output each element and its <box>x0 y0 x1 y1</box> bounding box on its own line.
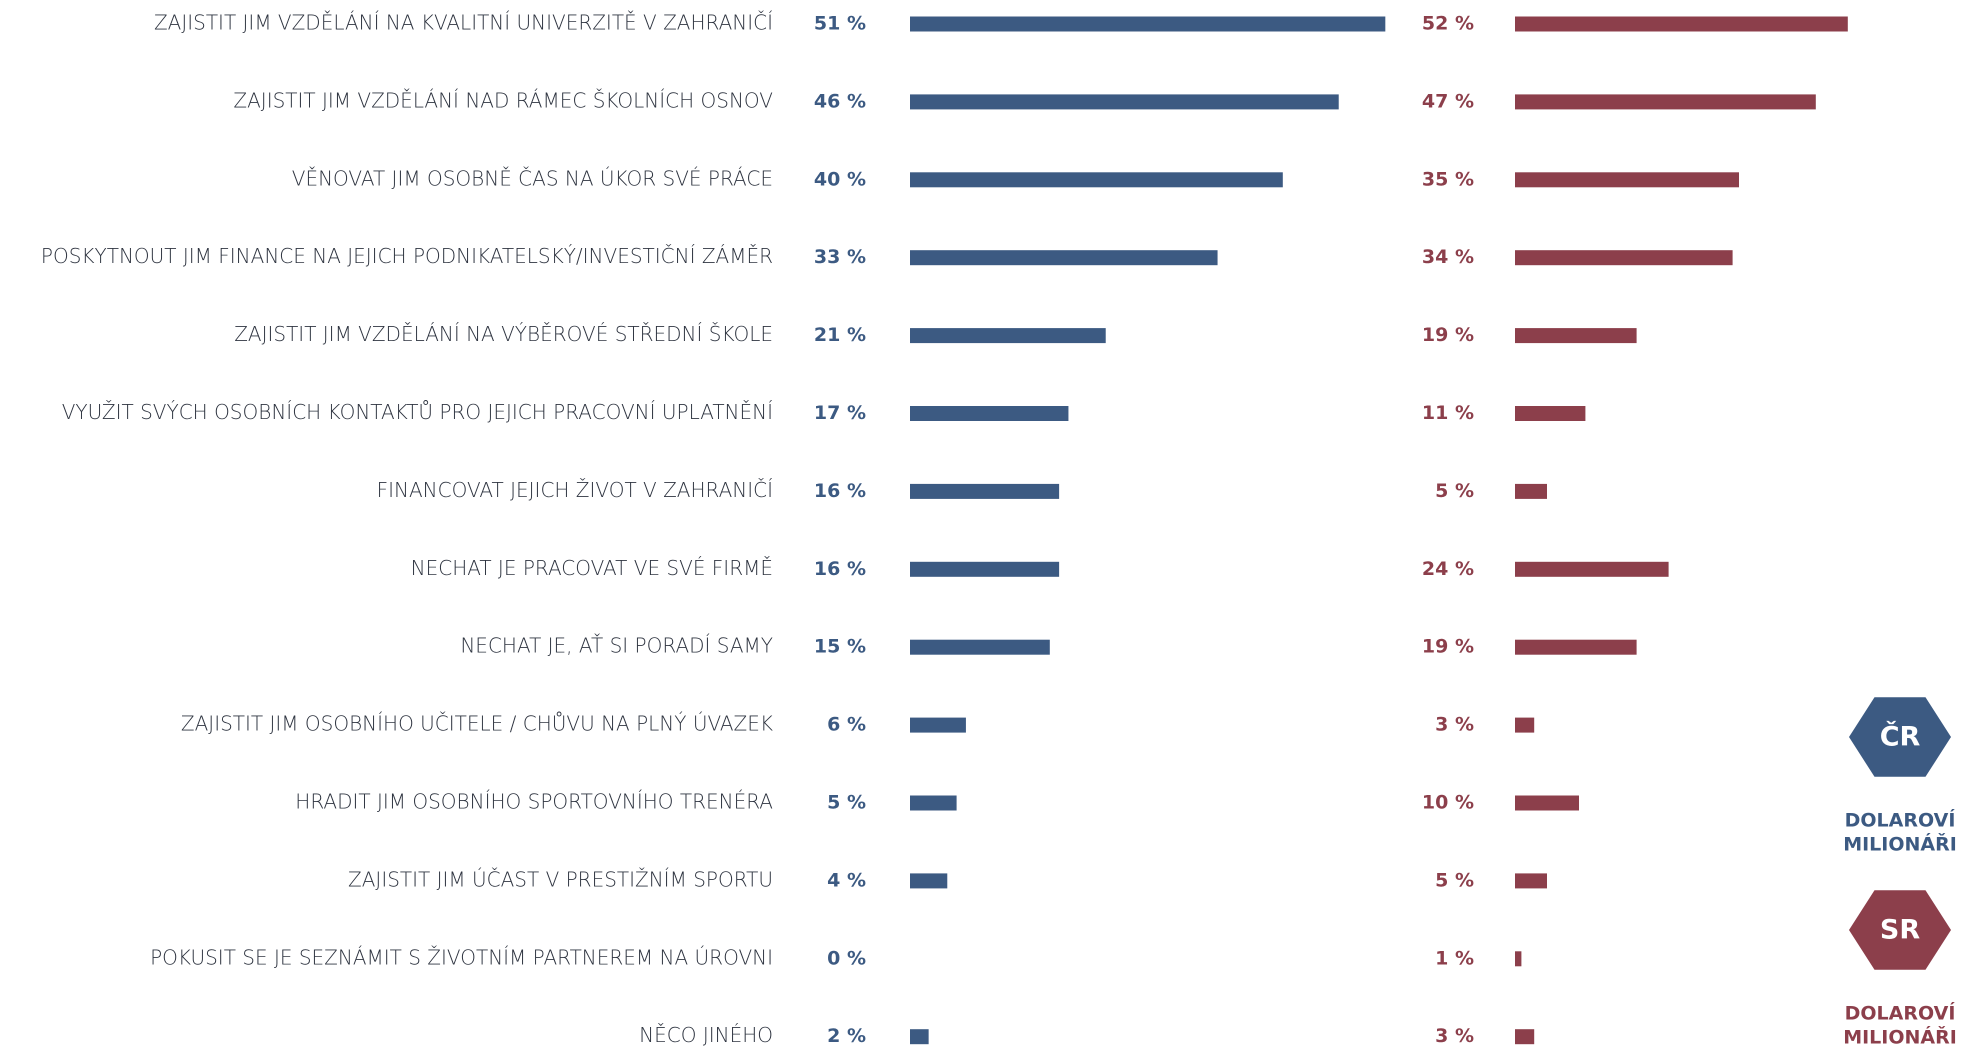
category-label: HRADIT JIM OSOBNÍHO SPORTOVNÍHO TRENÉRA <box>295 790 773 814</box>
legend-text: MILIONÁŘI <box>1843 1026 1957 1049</box>
category-label: VĚNOVAT JIM OSOBNĚ ČAS NA ÚKOR SVÉ PRÁCE <box>292 166 773 190</box>
value-label: 47 % <box>1422 90 1474 112</box>
value-label: 35 % <box>1422 168 1474 190</box>
bar <box>1515 873 1547 889</box>
category-label: ZAJISTIT JIM ÚČAST V PRESTIŽNÍM SPORTU <box>348 867 773 891</box>
category-label: ZAJISTIT JIM VZDĚLÁNÍ NA VÝBĚROVÉ STŘEDN… <box>234 322 773 346</box>
category-label: ZAJISTIT JIM VZDĚLÁNÍ NA KVALITNÍ UNIVER… <box>154 11 773 35</box>
bar <box>1515 406 1586 421</box>
legend-hexagon <box>1849 890 1951 970</box>
bar <box>1515 1029 1535 1045</box>
bar <box>1515 250 1733 266</box>
value-label: 24 % <box>1422 558 1474 580</box>
legend-text: DOLAROVÍ <box>1845 809 1956 832</box>
value-label: 5 % <box>827 792 866 814</box>
bar <box>1515 172 1739 188</box>
value-label: 16 % <box>814 558 866 580</box>
value-label: 17 % <box>814 402 866 424</box>
bar <box>910 328 1106 344</box>
bar <box>1515 483 1547 499</box>
legend-name: SR <box>1880 915 1920 946</box>
bar <box>910 639 1050 655</box>
value-label: 15 % <box>814 636 866 658</box>
value-label: 11 % <box>1422 402 1474 424</box>
value-label: 16 % <box>814 480 866 502</box>
category-label: NECHAT JE, AŤ SI PORADÍ SAMY <box>460 634 773 658</box>
category-label: POKUSIT SE JE SEZNÁMIT S ŽIVOTNÍM PARTNE… <box>150 945 773 969</box>
value-label: 3 % <box>1435 714 1474 736</box>
category-label: NĚCO JINÉHO <box>639 1023 773 1047</box>
value-label: 6 % <box>827 714 866 736</box>
value-label: 21 % <box>814 324 866 346</box>
value-label: 40 % <box>814 168 866 190</box>
value-label: 0 % <box>827 947 866 969</box>
value-label: 33 % <box>814 246 866 268</box>
value-label: 2 % <box>827 1025 866 1047</box>
bar <box>910 1029 929 1045</box>
bar <box>1515 795 1579 811</box>
category-label: VYUŽIT SVÝCH OSOBNÍCH KONTAKTŮ PRO JEJIC… <box>62 400 773 424</box>
bar <box>910 406 1069 421</box>
bar <box>910 172 1283 188</box>
category-label: FINANCOVAT JEJICH ŽIVOT V ZAHRANIČÍ <box>377 478 773 502</box>
value-label: 5 % <box>1435 480 1474 502</box>
category-label: POSKYTNOUT JIM FINANCE NA JEJICH PODNIKA… <box>41 244 773 268</box>
value-label: 1 % <box>1435 947 1474 969</box>
legend-text: DOLAROVÍ <box>1845 1002 1956 1025</box>
value-label: 46 % <box>814 90 866 112</box>
category-label: ZAJISTIT JIM OSOBNÍHO UČITELE / CHŮVU NA… <box>181 712 773 736</box>
value-label: 4 % <box>827 869 866 891</box>
bar <box>910 94 1339 110</box>
value-label: 19 % <box>1422 636 1474 658</box>
value-label: 51 % <box>814 13 866 35</box>
bar <box>910 16 1386 32</box>
value-label: 52 % <box>1422 13 1474 35</box>
bar <box>1515 717 1535 733</box>
value-label: 19 % <box>1422 324 1474 346</box>
category-label: ZAJISTIT JIM VZDĚLÁNÍ NAD RÁMEC ŠKOLNÍCH… <box>233 88 773 112</box>
bar <box>910 873 948 889</box>
category-label: NECHAT JE PRACOVAT VE SVÉ FIRMĚ <box>411 556 773 580</box>
legend-name: ČR <box>1880 721 1921 753</box>
bar <box>1515 94 1816 110</box>
bar <box>910 795 957 811</box>
bar <box>1515 16 1848 32</box>
value-label: 10 % <box>1422 792 1474 814</box>
value-label: 5 % <box>1435 869 1474 891</box>
bar <box>910 250 1218 266</box>
bar <box>910 561 1060 577</box>
bar <box>910 717 966 733</box>
bar <box>910 483 1060 499</box>
value-label: 3 % <box>1435 1025 1474 1047</box>
bar <box>1515 328 1637 344</box>
legend-hexagon <box>1849 697 1951 777</box>
value-label: 34 % <box>1422 246 1474 268</box>
legend-text: MILIONÁŘI <box>1843 833 1957 856</box>
bar <box>1515 561 1669 577</box>
bar <box>1515 951 1522 967</box>
bar <box>1515 639 1637 655</box>
